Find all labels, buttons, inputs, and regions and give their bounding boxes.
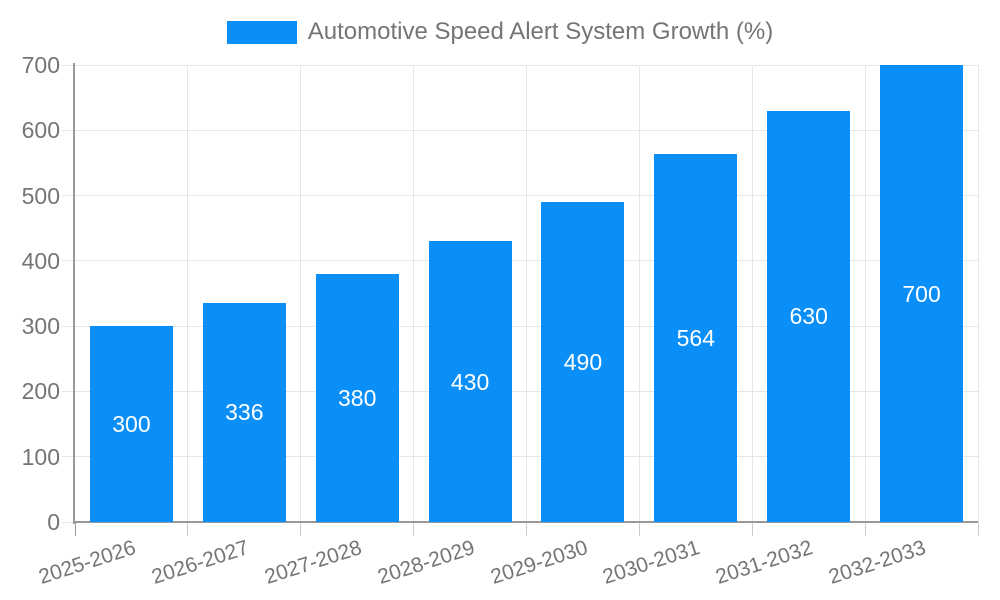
x-tick-mark	[74, 522, 76, 536]
x-tick-mark	[638, 522, 640, 536]
y-axis-label: 700	[21, 52, 60, 78]
bar[interactable]: 430	[428, 241, 512, 522]
bar-value-label: 564	[676, 324, 715, 351]
bar-value-label: 630	[789, 303, 828, 330]
x-axis-label: 2030-2031	[600, 536, 703, 589]
bar-value-label: 380	[338, 384, 377, 411]
bar[interactable]: 630	[767, 110, 851, 522]
x-tick-mark	[864, 522, 866, 536]
y-axis-label: 500	[21, 182, 60, 209]
bar-value-label: 300	[112, 411, 151, 438]
y-axis-label: 0	[47, 509, 60, 535]
x-axis-label: 2029-2030	[487, 536, 591, 589]
x-axis-label: 2031-2032	[713, 536, 816, 589]
bar[interactable]: 490	[541, 202, 625, 522]
y-axis-line	[73, 63, 75, 524]
x-tick-mark	[413, 522, 415, 536]
bar[interactable]: 380	[315, 273, 399, 522]
bar-value-label: 490	[563, 349, 603, 376]
y-tick-mark	[62, 195, 75, 197]
y-tick-mark	[62, 129, 75, 131]
x-axis-label: 2027-2028	[261, 536, 365, 589]
y-tick-mark	[62, 64, 75, 66]
x-tick-mark	[187, 522, 189, 536]
y-tick-mark	[62, 521, 75, 523]
legend-swatch	[226, 20, 297, 44]
bar-value-label: 336	[225, 399, 264, 426]
x-gridline	[300, 65, 302, 522]
x-axis-label: 2026-2027	[148, 536, 252, 589]
y-axis-label: 600	[21, 117, 60, 144]
x-gridline	[864, 65, 866, 522]
x-gridline	[977, 65, 979, 522]
y-axis-label: 200	[21, 378, 60, 405]
x-tick-mark	[751, 522, 753, 536]
x-gridline	[526, 65, 527, 522]
legend: Automotive Speed Alert System Growth (%)	[0, 18, 1000, 46]
y-tick-mark	[62, 260, 75, 262]
x-gridline	[638, 65, 640, 522]
bar[interactable]: 300	[89, 326, 173, 522]
bar-value-label: 430	[450, 368, 490, 395]
x-axis-label: 2032-2033	[826, 536, 929, 589]
x-gridline	[751, 65, 753, 522]
y-tick-mark	[62, 390, 75, 392]
legend-label: Automotive Speed Alert System Growth (%)	[307, 18, 774, 45]
y-axis-label: 400	[21, 247, 60, 274]
x-tick-mark	[977, 522, 979, 536]
x-axis-line	[73, 521, 978, 523]
x-axis-label: 2025-2026	[35, 536, 139, 589]
x-gridline	[413, 65, 415, 522]
y-axis-label: 300	[21, 313, 60, 340]
bar-value-label: 700	[902, 280, 941, 307]
x-tick-mark	[300, 522, 302, 536]
y-tick-mark	[62, 456, 75, 458]
x-gridline	[187, 65, 189, 522]
bar[interactable]: 336	[202, 302, 286, 522]
bar[interactable]: 564	[654, 153, 738, 522]
x-tick-mark	[526, 522, 527, 536]
bar[interactable]: 700	[880, 65, 964, 522]
y-tick-mark	[62, 325, 75, 327]
x-axis-label: 2028-2029	[374, 536, 478, 589]
y-axis-label: 100	[21, 443, 60, 470]
